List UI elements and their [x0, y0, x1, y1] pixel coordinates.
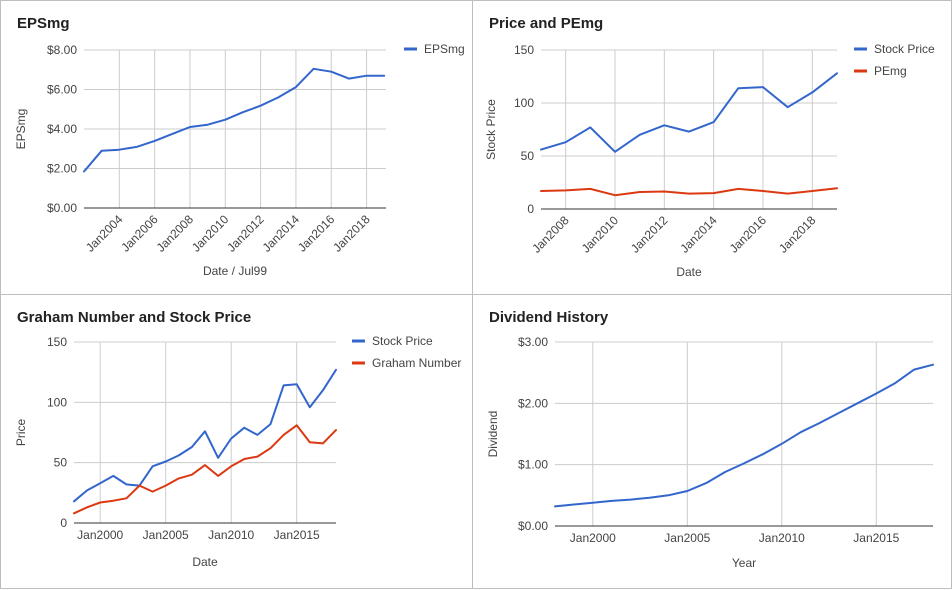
x-tick-label: Jan2010	[208, 528, 254, 542]
y-axis-title: Dividend	[486, 411, 500, 458]
x-tick-label: Jan2018	[330, 212, 373, 255]
legend-label: Stock Price	[372, 334, 433, 348]
legend-label: EPSmg	[424, 42, 465, 56]
legend-label: Stock Price	[874, 42, 935, 56]
x-tick-label: Jan2015	[274, 528, 320, 542]
y-axis-title: EPSmg	[14, 109, 28, 150]
chart-panel-epsmg: EPSmg $0.00 $2.00 $4.00 $6.00 $8.00 Jan2004 Ja…	[0, 0, 473, 295]
chart-title: Dividend History	[489, 309, 609, 326]
chart-epsmg: $0.00$2.00$4.00$6.00$8.00Jan2004Jan2006J…	[14, 42, 465, 278]
y-tick-label: $2.00	[518, 396, 548, 410]
y-tick-label: $2.00	[47, 162, 77, 176]
y-tick-label: 50	[54, 456, 68, 470]
y-tick-label: $8.00	[47, 43, 77, 57]
x-tick-label: Jan2010	[759, 531, 805, 545]
x-tick-label: Jan2018	[776, 213, 819, 256]
x-tick-label: Jan2005	[143, 528, 189, 542]
x-tick-label: Jan2004	[83, 212, 126, 255]
x-tick-label: Jan2012	[224, 212, 267, 255]
series-line	[554, 363, 934, 508]
y-tick-label: 0	[527, 202, 534, 216]
chart-panel-graham-number: Graham Number and Stock Price 0 50 100 150 J…	[0, 294, 473, 589]
y-tick-label: $0.00	[47, 201, 77, 215]
x-axis-title: Date	[192, 555, 218, 569]
chart-dividend-history: $0.00 $1.00 $2.00 $3.00 Jan2000 Jan2005 Jan201…	[486, 335, 934, 570]
y-axis-title: Stock Price	[484, 99, 498, 160]
x-tick-label: Jan2005	[664, 531, 710, 545]
y-tick-label: $0.00	[518, 519, 548, 533]
x-tick-label: Jan2000	[77, 528, 123, 542]
x-tick-label: Jan2008	[154, 212, 197, 255]
x-axis-title: Date / Jul99	[203, 264, 267, 278]
x-tick-label: Jan2006	[118, 212, 161, 255]
chart-panel-dividend-history: Dividend History $0.00 $1.00 $2.00 $3.00 Jan…	[472, 294, 952, 589]
y-tick-label: $1.00	[518, 458, 548, 472]
y-tick-label: 150	[47, 335, 67, 349]
legend-label: Graham Number	[372, 356, 461, 370]
x-tick-label: Jan2010	[579, 213, 622, 256]
y-tick-label: $4.00	[47, 122, 77, 136]
x-tick-label: Jan2012	[628, 213, 671, 256]
chart-panel-price-pemg: Price and PEmg 0 50 100 150 Jan2008 Jan2010 Ja…	[472, 0, 952, 295]
x-tick-label: Jan2016	[295, 212, 338, 255]
y-axis-title: Price	[14, 419, 28, 447]
chart-title: Price and PEmg	[489, 15, 604, 32]
x-tick-label: Jan2016	[727, 213, 770, 256]
x-tick-label: Jan2014	[260, 212, 303, 255]
x-tick-label: Jan2000	[570, 531, 616, 545]
x-tick-label: Jan2010	[189, 212, 232, 255]
x-tick-label: Jan2014	[677, 213, 720, 256]
y-tick-label: 150	[514, 43, 534, 57]
y-tick-label: 100	[47, 395, 67, 409]
legend-label: PEmg	[874, 64, 907, 78]
y-tick-label: 50	[521, 149, 535, 163]
series-line	[73, 424, 337, 515]
series-line	[83, 67, 386, 173]
series-line	[540, 187, 838, 197]
chart-title: Graham Number and Stock Price	[17, 309, 252, 326]
x-tick-label: Jan2015	[853, 531, 899, 545]
chart-graham-number: 0 50 100 150 Jan2000 Jan2005 Jan2010 Jan2015 Pri…	[14, 334, 461, 569]
y-tick-label: $3.00	[518, 335, 548, 349]
x-tick-label: Jan2008	[529, 213, 572, 256]
x-axis-title: Date	[676, 265, 702, 279]
y-tick-label: $6.00	[47, 83, 77, 97]
series-line	[540, 72, 838, 153]
x-axis-title: Year	[732, 556, 756, 570]
y-tick-label: 100	[514, 96, 534, 110]
chart-title: EPSmg	[17, 15, 70, 32]
y-tick-label: 0	[60, 516, 67, 530]
series-line	[73, 368, 337, 503]
